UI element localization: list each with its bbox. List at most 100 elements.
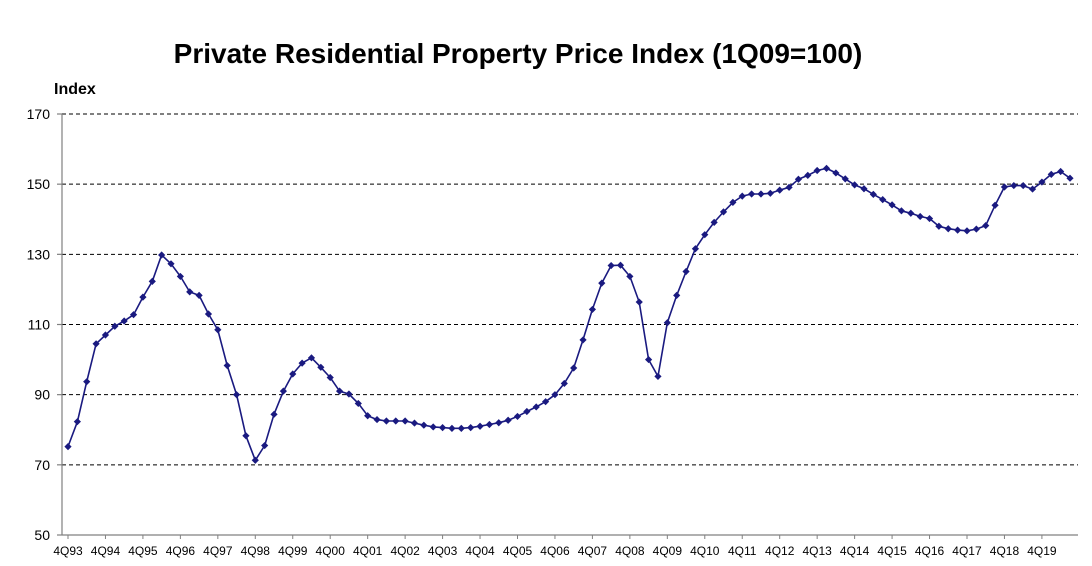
data-point — [710, 218, 718, 227]
data-point — [748, 190, 756, 198]
data-point — [598, 279, 606, 287]
data-point — [925, 214, 934, 223]
data-point — [232, 391, 241, 399]
data-point — [429, 423, 437, 431]
data-point — [644, 355, 653, 364]
x-tick-label: 4Q18 — [990, 544, 1020, 558]
data-point — [1000, 183, 1009, 191]
x-tick-label: 4Q19 — [1027, 544, 1057, 558]
data-point — [1028, 185, 1037, 193]
data-point — [289, 370, 297, 378]
x-tick-label: 4Q04 — [465, 544, 495, 558]
data-point — [1038, 178, 1046, 186]
data-point — [457, 424, 465, 432]
data-point — [523, 407, 531, 416]
x-tick-label: 4Q07 — [578, 544, 608, 558]
data-point — [261, 441, 269, 450]
x-tick-label: 4Q01 — [353, 544, 383, 558]
data-point — [1019, 181, 1027, 190]
data-point — [467, 424, 475, 432]
data-point — [223, 361, 231, 370]
data-point — [204, 310, 213, 318]
data-point — [1066, 174, 1074, 182]
data-point — [616, 261, 625, 269]
data-point — [794, 175, 803, 183]
data-point — [879, 196, 887, 204]
data-point — [148, 277, 156, 285]
series-line — [67, 167, 1071, 462]
y-tick-label: 50 — [34, 527, 50, 543]
data-point — [1057, 167, 1065, 176]
data-point — [364, 412, 372, 420]
data-point — [485, 420, 494, 429]
y-axis-ticks: 50 70 90 110 130 150 170 — [27, 106, 62, 543]
data-point — [1047, 170, 1055, 178]
data-point — [279, 387, 287, 395]
data-point — [776, 186, 784, 194]
y-tick-label: 130 — [27, 246, 51, 262]
x-tick-label: 4Q06 — [540, 544, 570, 558]
data-point — [719, 208, 728, 216]
gridlines — [62, 113, 1078, 466]
y-tick-label: 110 — [28, 317, 51, 333]
data-point — [129, 311, 138, 319]
data-point — [167, 260, 175, 268]
data-point — [73, 418, 81, 426]
x-tick-label: 4Q12 — [765, 544, 795, 558]
data-point — [897, 207, 906, 215]
x-tick-label: 4Q03 — [428, 544, 458, 558]
data-point — [626, 272, 634, 281]
data-point — [635, 298, 643, 306]
data-point — [766, 189, 774, 197]
series-layer — [64, 164, 1074, 464]
data-point — [851, 181, 859, 189]
data-point — [401, 417, 409, 425]
data-point — [682, 267, 690, 276]
data-point — [438, 424, 447, 432]
data-point — [195, 291, 203, 299]
data-point — [448, 424, 456, 432]
x-tick-label: 4Q15 — [877, 544, 907, 558]
data-point — [101, 331, 110, 339]
data-point — [785, 183, 793, 191]
x-tick-label: 4Q98 — [241, 544, 271, 558]
data-point — [982, 221, 990, 230]
data-point — [251, 456, 259, 464]
y-tick-label: 90 — [34, 387, 50, 403]
data-point — [570, 364, 578, 372]
x-tick-label: 4Q94 — [91, 544, 121, 558]
data-point — [410, 419, 419, 427]
x-tick-label: 4Q00 — [316, 544, 346, 558]
data-point — [345, 390, 353, 398]
data-point — [326, 373, 334, 382]
y-tick-label: 170 — [27, 106, 51, 122]
data-point — [579, 336, 587, 344]
data-point — [1010, 181, 1018, 190]
chart-title: Private Residential Property Price Index… — [174, 38, 863, 69]
data-point — [588, 305, 597, 314]
data-point — [813, 166, 821, 175]
x-tick-label: 4Q10 — [690, 544, 720, 558]
x-axis-ticks: 4Q93 4Q94 4Q95 4Q96 4Q97 4Q98 4Q99 4Q00 4Q01 4Q02… — [53, 535, 1057, 558]
x-tick-label: 4Q11 — [728, 544, 757, 558]
data-point — [673, 291, 681, 299]
data-point — [729, 198, 737, 207]
data-point — [373, 415, 381, 424]
x-tick-label: 4Q16 — [915, 544, 945, 558]
data-point — [354, 399, 362, 408]
x-tick-label: 4Q17 — [952, 544, 982, 558]
data-point — [841, 175, 849, 183]
data-point — [513, 412, 522, 421]
data-point — [701, 231, 709, 239]
data-point — [176, 272, 184, 281]
data-point — [954, 226, 962, 234]
data-point — [888, 201, 896, 209]
data-point — [860, 185, 868, 193]
data-point — [822, 164, 831, 172]
data-point — [757, 190, 765, 198]
data-point — [972, 225, 980, 233]
data-point — [541, 398, 550, 406]
x-tick-label: 4Q02 — [390, 544, 420, 558]
data-point — [504, 416, 512, 424]
